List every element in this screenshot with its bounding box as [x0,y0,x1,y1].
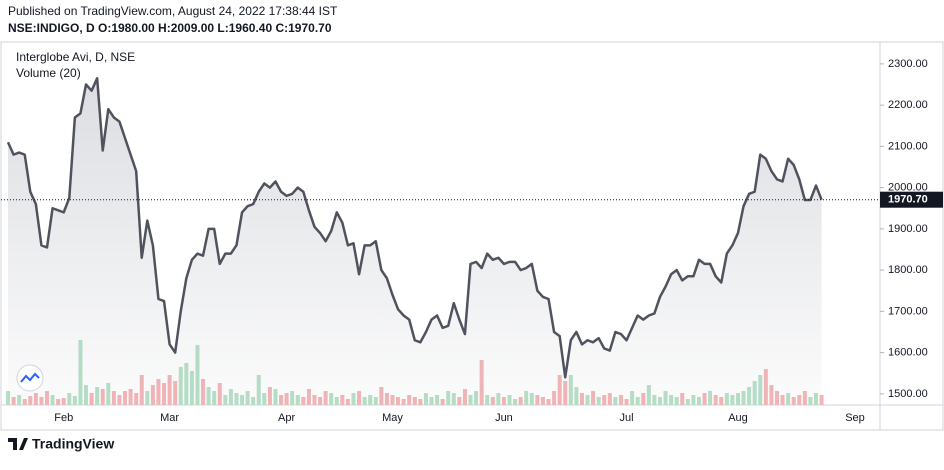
y-tick-label: 1500.00 [888,388,928,400]
x-tick-label: May [382,412,403,424]
x-tick-label: Feb [54,412,73,424]
last-price-label: 1970.70 [888,194,928,206]
logo-badge-icon [20,372,40,383]
y-tick-label: 1700.00 [888,305,928,317]
y-tick-label: 2000.00 [888,182,928,194]
x-tick-label: Mar [160,412,179,424]
y-tick-label: 1900.00 [888,223,928,235]
legend-main: Interglobe Avi, D, NSE [16,50,135,64]
brand-text: TradingView [32,436,114,452]
x-tick-label: Jun [495,412,513,424]
chart-frame [0,41,944,431]
brand-icon [8,438,28,450]
x-tick-label: Sep [845,412,865,424]
legend-volume: Volume (20) [16,66,81,80]
x-tick-label: Apr [278,412,295,424]
price-area [8,78,822,406]
published-line: Published on TradingView.com, August 24,… [8,4,338,18]
y-tick-label: 1800.00 [888,264,928,276]
y-tick-label: 2100.00 [888,140,928,152]
y-tick-label: 2200.00 [888,99,928,111]
plot-layer: 1500.00 1600.00 1700.00 1800.00 1900.00 2000.… [1,58,943,424]
y-tick-label: 2300.00 [888,58,928,70]
brand-logo: TradingView [8,436,114,452]
last-price-box [880,191,943,208]
x-tick-label: Jul [620,412,634,424]
quote-line: NSE:INDIGO, D O:1980.00 H:2009.00 L:1960… [8,21,332,35]
x-tick-label: Aug [728,412,748,424]
logo-badge [16,364,44,392]
price-line [6,77,823,379]
y-tick-label: 1600.00 [888,347,928,359]
